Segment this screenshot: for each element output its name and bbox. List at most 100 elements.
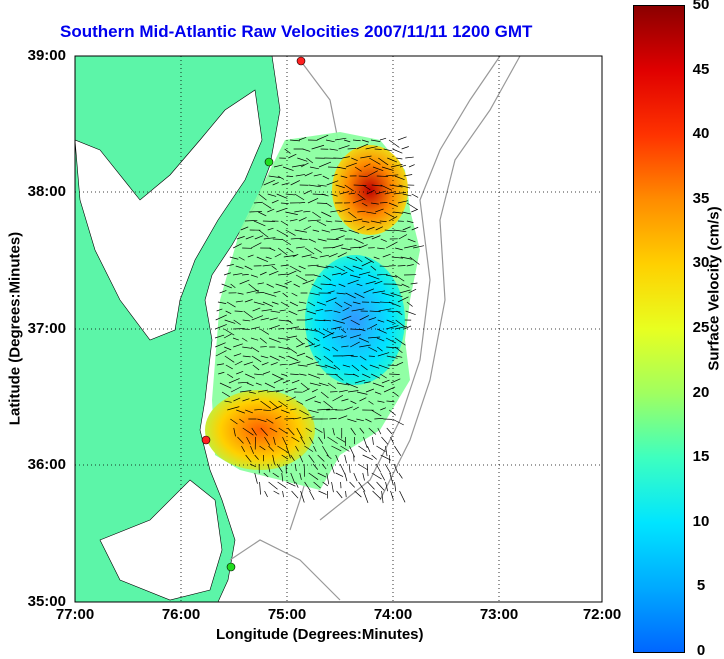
- velocity-arrow: [354, 166, 362, 172]
- velocity-arrow: [267, 227, 274, 231]
- velocity-arrow: [277, 247, 288, 256]
- velocity-arrow: [372, 290, 385, 294]
- velocity-arrow: [332, 244, 344, 249]
- velocity-arrow: [338, 415, 348, 420]
- velocity-arrow: [230, 418, 238, 425]
- velocity-arrow: [360, 155, 372, 159]
- velocity-arrow: [333, 364, 341, 371]
- velocity-arrow: [352, 139, 361, 142]
- velocity-arrow: [381, 436, 389, 445]
- velocity-arrow: [278, 346, 290, 350]
- velocity-arrow: [260, 355, 269, 359]
- velocity-arrow: [325, 139, 335, 143]
- velocity-arrow: [379, 265, 389, 267]
- velocity-arrow: [305, 343, 316, 348]
- velocity-arrow: [343, 139, 351, 143]
- station-marker: [264, 157, 274, 167]
- velocity-arrow: [355, 256, 363, 263]
- velocity-arrow: [297, 364, 308, 367]
- velocity-arrow: [381, 490, 384, 504]
- velocity-arrow: [311, 144, 325, 150]
- velocity-arrow: [290, 180, 300, 186]
- velocity-arrow: [240, 226, 249, 231]
- velocity-arrow: [221, 391, 230, 397]
- velocity-arrow: [251, 427, 257, 436]
- velocity-arrow: [280, 301, 290, 308]
- velocity-arrow: [250, 337, 259, 341]
- velocity-arrow: [327, 382, 337, 389]
- velocity-arrow: [309, 292, 320, 296]
- velocity-arrow: [335, 184, 345, 189]
- velocity-arrow: [275, 283, 288, 288]
- velocity-arrow: [250, 242, 262, 249]
- velocity-arrow: [350, 246, 361, 249]
- velocity-arrow: [272, 182, 279, 186]
- y-tick-label: 35:00: [27, 593, 66, 610]
- velocity-arrow: [332, 326, 342, 330]
- colorbar-tick: 10: [692, 513, 710, 530]
- velocity-arrow: [300, 436, 306, 445]
- velocity-arrow: [296, 427, 303, 439]
- velocity-arrow: [344, 184, 354, 192]
- velocity-arrow: [379, 201, 388, 204]
- velocity-arrow: [325, 297, 337, 303]
- velocity-arrow: [277, 445, 289, 453]
- velocity-arrow: [340, 328, 347, 334]
- velocity-arrow: [309, 382, 321, 387]
- velocity-arrow: [323, 355, 334, 363]
- velocity-arrow: [224, 400, 232, 403]
- velocity-arrow: [275, 416, 282, 420]
- x-tick-label: 77:00: [55, 606, 95, 623]
- velocity-arrow: [368, 400, 374, 405]
- velocity-arrow: [364, 256, 375, 263]
- velocity-arrow: [250, 274, 258, 278]
- velocity-arrow: [271, 199, 279, 204]
- velocity-arrow: [282, 380, 291, 384]
- velocity-arrow: [262, 202, 272, 209]
- velocity-arrow: [319, 254, 330, 258]
- velocity-arrow: [398, 472, 403, 479]
- velocity-arrow: [374, 417, 384, 420]
- velocity-arrow: [246, 436, 251, 445]
- velocity-arrow: [248, 391, 256, 394]
- velocity-arrow: [336, 436, 346, 443]
- velocity-arrow: [272, 454, 275, 465]
- velocity-arrow: [289, 219, 298, 222]
- velocity-arrow: [353, 472, 358, 482]
- velocity-arrow: [404, 245, 417, 249]
- velocity-arrow: [298, 265, 306, 270]
- velocity-arrow: [367, 323, 378, 330]
- velocity-arrow: [392, 418, 404, 426]
- velocity-arrow: [259, 271, 267, 276]
- velocity-arrow: [411, 226, 419, 231]
- velocity-arrow: [385, 445, 388, 457]
- velocity-arrow: [321, 229, 331, 233]
- velocity-arrow: [246, 289, 259, 294]
- velocity-arrow: [394, 481, 397, 492]
- velocity-arrow: [374, 391, 382, 395]
- velocity-arrow: [267, 463, 271, 473]
- velocity-arrow: [376, 273, 388, 276]
- velocity-arrow: [217, 301, 227, 304]
- colorbar-tick: 5: [696, 577, 706, 594]
- velocity-arrow: [259, 481, 261, 495]
- velocity-arrow: [401, 283, 410, 288]
- velocity-arrow: [264, 292, 277, 297]
- velocity-arrow: [406, 202, 418, 211]
- velocity-arrow: [236, 409, 245, 414]
- velocity-arrow: [377, 427, 382, 435]
- velocity-arrow: [329, 283, 337, 287]
- velocity-arrow: [261, 362, 269, 366]
- velocity-arrow: [322, 274, 332, 281]
- velocity-arrow: [257, 282, 264, 285]
- velocity-arrow: [251, 355, 262, 363]
- velocity-arrow: [394, 274, 405, 282]
- velocity-arrow: [285, 193, 295, 196]
- velocity-arrow: [268, 445, 275, 452]
- velocity-arrow: [384, 229, 395, 232]
- velocity-arrow: [299, 409, 309, 416]
- velocity-arrow: [269, 355, 280, 361]
- velocity-arrow: [331, 335, 344, 339]
- velocity-arrow: [287, 396, 296, 402]
- velocity-arrow: [381, 292, 395, 297]
